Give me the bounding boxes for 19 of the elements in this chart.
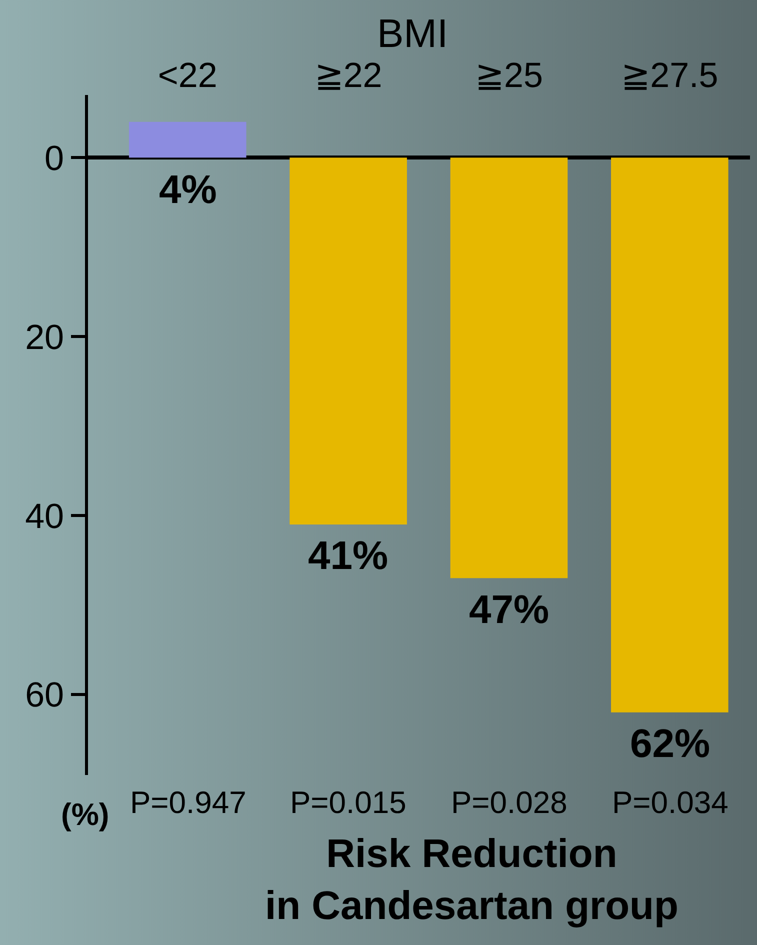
y-tick-label: 20 [25, 318, 64, 357]
y-tick-label: 40 [25, 496, 64, 536]
text: P=0.947 [130, 785, 246, 820]
x-axis-title: Risk Reduction in Candesartan group [265, 832, 678, 928]
text: P=0.015 [290, 785, 406, 820]
y-axis-title: (%) [61, 797, 110, 832]
data-label: 47% [469, 588, 550, 632]
x-tick-label: ≧22 [314, 56, 382, 95]
text: P=0.028 [451, 785, 568, 820]
text: P=0.034 [612, 785, 728, 820]
chart-title: BMI [377, 12, 448, 56]
x-tick-label: <22 [158, 56, 218, 95]
y-tick-label: 0 [44, 138, 64, 178]
x-tick-label: ≧25 [475, 56, 543, 95]
data-label: 62% [630, 722, 710, 766]
data-label: 41% [308, 534, 388, 578]
x-tick-label: ≧27.5 [621, 56, 718, 95]
annotation: 4% [159, 168, 217, 212]
y-tick-label: 60 [25, 676, 64, 715]
